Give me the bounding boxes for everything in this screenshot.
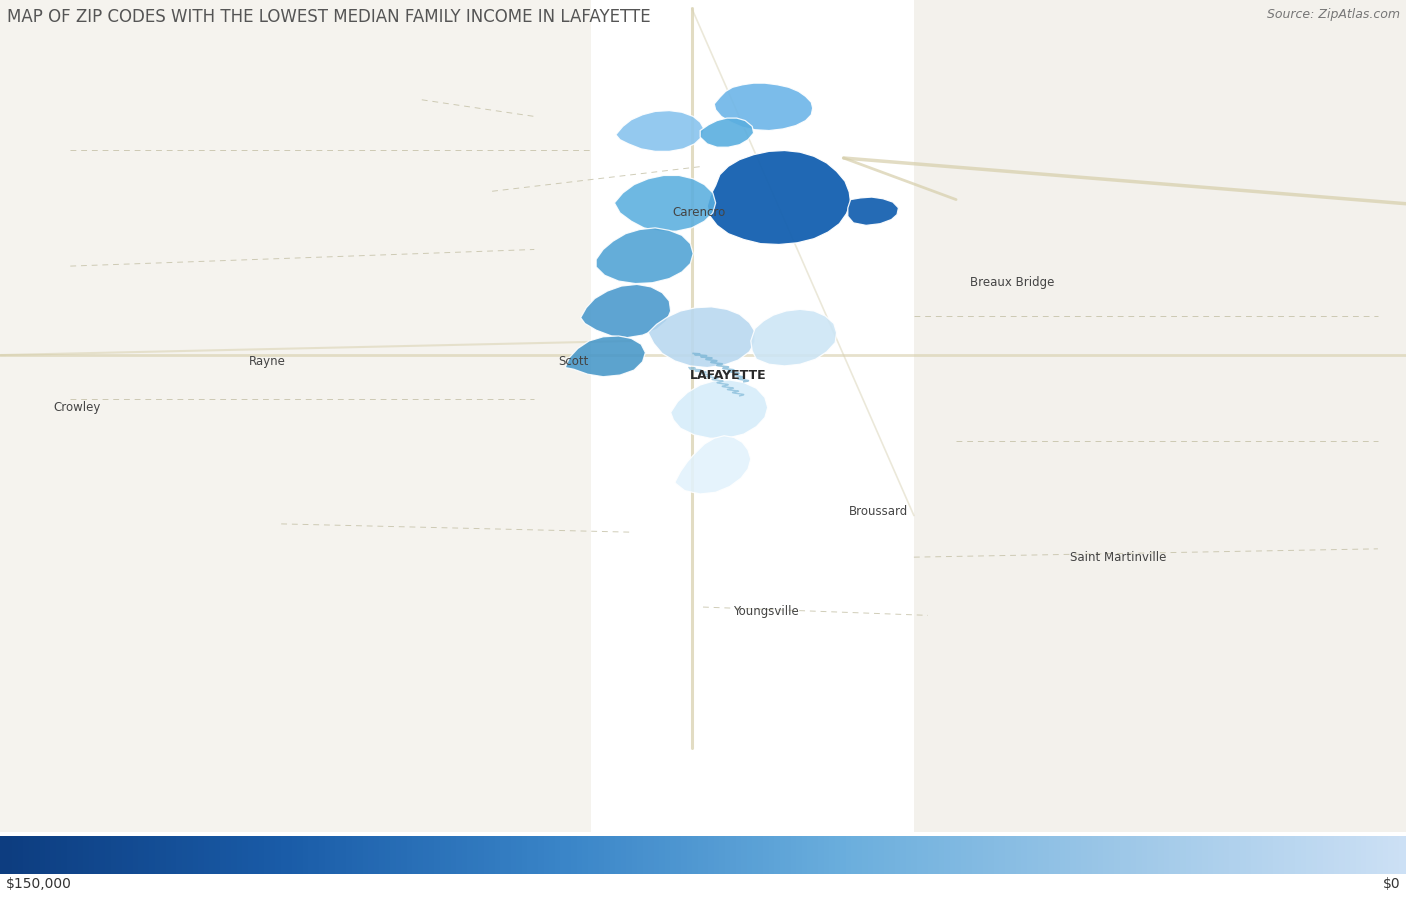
Polygon shape [596, 227, 693, 283]
Text: Source: ZipAtlas.com: Source: ZipAtlas.com [1267, 8, 1400, 22]
Text: LAFAYETTE: LAFAYETTE [690, 369, 766, 382]
Text: Saint Martinville: Saint Martinville [1070, 551, 1166, 564]
Polygon shape [648, 307, 755, 368]
Polygon shape [707, 150, 851, 245]
Text: Scott: Scott [558, 355, 589, 369]
Polygon shape [751, 309, 837, 366]
Text: $150,000: $150,000 [6, 877, 72, 891]
Polygon shape [714, 84, 813, 130]
Polygon shape [614, 175, 716, 231]
Polygon shape [700, 118, 754, 147]
FancyBboxPatch shape [0, 0, 591, 832]
Text: MAP OF ZIP CODES WITH THE LOWEST MEDIAN FAMILY INCOME IN LAFAYETTE: MAP OF ZIP CODES WITH THE LOWEST MEDIAN … [7, 8, 651, 26]
Polygon shape [616, 111, 704, 151]
Polygon shape [581, 284, 671, 338]
Text: Rayne: Rayne [249, 355, 285, 369]
Polygon shape [675, 436, 751, 494]
Polygon shape [565, 336, 645, 377]
Text: $0: $0 [1382, 877, 1400, 891]
FancyBboxPatch shape [914, 0, 1406, 832]
Text: Youngsville: Youngsville [734, 605, 799, 618]
Polygon shape [848, 197, 898, 226]
Text: Broussard: Broussard [849, 505, 908, 518]
Text: Crowley: Crowley [53, 401, 101, 414]
Polygon shape [671, 380, 768, 438]
Text: Carencro: Carencro [672, 206, 725, 218]
Text: Breaux Bridge: Breaux Bridge [970, 276, 1054, 289]
